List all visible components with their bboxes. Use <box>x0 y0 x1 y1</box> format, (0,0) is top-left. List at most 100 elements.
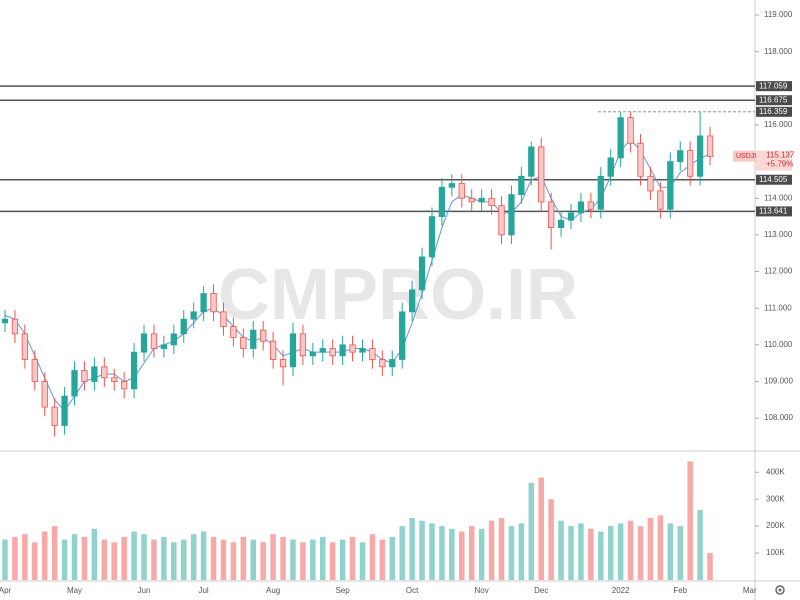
level-label-box <box>756 95 792 106</box>
volume-bar <box>141 534 147 580</box>
volume-tick-label: 400K <box>766 467 785 476</box>
candle-body <box>51 406 58 426</box>
volume-tick-label: 100K <box>766 548 785 557</box>
settings-icon[interactable] <box>775 585 785 595</box>
candle-body <box>696 135 704 177</box>
candle-body <box>448 183 456 188</box>
volume-bar <box>677 526 683 580</box>
candle-body <box>91 366 98 382</box>
volume-bar <box>369 534 376 580</box>
volume-bar <box>260 542 266 580</box>
volume-bar <box>280 536 286 580</box>
candle-body <box>210 293 217 313</box>
x-tick-label: Feb <box>673 586 687 595</box>
volume-bar <box>320 536 326 580</box>
volume-bar <box>210 536 217 580</box>
candle-body <box>260 329 267 342</box>
y-tick-label: 116.000 <box>764 120 793 129</box>
x-tick-label: Jun <box>138 586 151 595</box>
candle-body <box>200 293 207 313</box>
candle-body <box>528 146 535 177</box>
candle-body <box>150 333 158 349</box>
volume-bar <box>32 542 38 580</box>
volume-bar <box>300 542 306 580</box>
candle-body <box>160 344 168 349</box>
y-tick-label: 110.000 <box>764 340 793 349</box>
candle-body <box>190 311 197 320</box>
volume-bar <box>617 523 624 580</box>
candle-body <box>180 318 187 335</box>
x-tick-label: Sep <box>336 586 351 595</box>
candle-body <box>597 175 604 210</box>
volume-bar <box>230 542 237 580</box>
candle-body <box>71 370 78 397</box>
candle-body <box>657 190 664 210</box>
candle-body <box>687 150 694 177</box>
candle-body <box>170 333 177 346</box>
candle-body <box>329 348 336 357</box>
candle-body <box>349 344 356 353</box>
last-price-box <box>756 150 792 171</box>
volume-bar <box>637 526 644 580</box>
candle-body <box>548 201 555 228</box>
volume-bar <box>379 539 386 580</box>
volume-bar <box>478 528 485 580</box>
volume-bar <box>220 539 227 580</box>
x-tick-label: 2022 <box>612 586 630 595</box>
y-tick-label: 113.000 <box>764 230 793 239</box>
volume-bar <box>419 520 425 580</box>
candle-body <box>488 197 495 206</box>
candle-body <box>220 311 227 327</box>
volume-bar <box>528 482 535 580</box>
volume-bar <box>657 515 664 580</box>
volume-bar <box>2 539 8 580</box>
volume-bar <box>389 536 396 580</box>
volume-bar <box>558 520 564 580</box>
volume-bar <box>578 523 584 580</box>
candle-body <box>359 348 366 353</box>
candle-body <box>498 205 505 236</box>
candle-body <box>557 219 565 228</box>
volume-bar <box>607 526 614 580</box>
candle-body <box>577 201 585 214</box>
candle-body <box>468 197 475 203</box>
volume-bar <box>161 536 167 580</box>
candle-body <box>706 135 714 157</box>
volume-bar <box>498 518 505 580</box>
volume-bar <box>339 539 346 580</box>
candle-body <box>607 157 614 177</box>
x-tick-label: Aug <box>266 586 280 595</box>
candle-body <box>41 381 48 408</box>
candle-body <box>230 326 237 338</box>
volume-bar <box>240 536 247 580</box>
level-label: 113.641 <box>759 207 788 216</box>
level-label: 116.675 <box>759 95 788 104</box>
candle-body <box>438 186 446 217</box>
volume-bar <box>200 531 207 580</box>
volume-bar <box>91 528 98 580</box>
symbol-box <box>733 150 755 162</box>
volume-bar <box>151 539 157 580</box>
x-tick-label: Apr <box>0 586 12 595</box>
candle-body <box>399 311 406 360</box>
volume-bar <box>171 542 177 580</box>
volume-bar <box>568 526 574 580</box>
candle-body <box>269 340 277 360</box>
volume-bar <box>270 534 276 580</box>
candle-body <box>111 377 118 382</box>
level-label-box <box>756 174 792 185</box>
volume-bar <box>111 542 117 580</box>
x-tick-label: Jul <box>198 586 208 595</box>
volume-bar <box>22 534 28 580</box>
candle-body <box>61 395 68 426</box>
volume-bar <box>488 520 495 580</box>
volume-tick-label: 300K <box>766 494 785 503</box>
volume-bar <box>41 531 48 580</box>
x-tick-label: Dec <box>534 586 548 595</box>
y-tick-label: 112.000 <box>764 267 793 276</box>
volume-bar <box>548 499 554 580</box>
x-tick-label: Oct <box>406 586 419 595</box>
candle-body <box>518 175 525 195</box>
